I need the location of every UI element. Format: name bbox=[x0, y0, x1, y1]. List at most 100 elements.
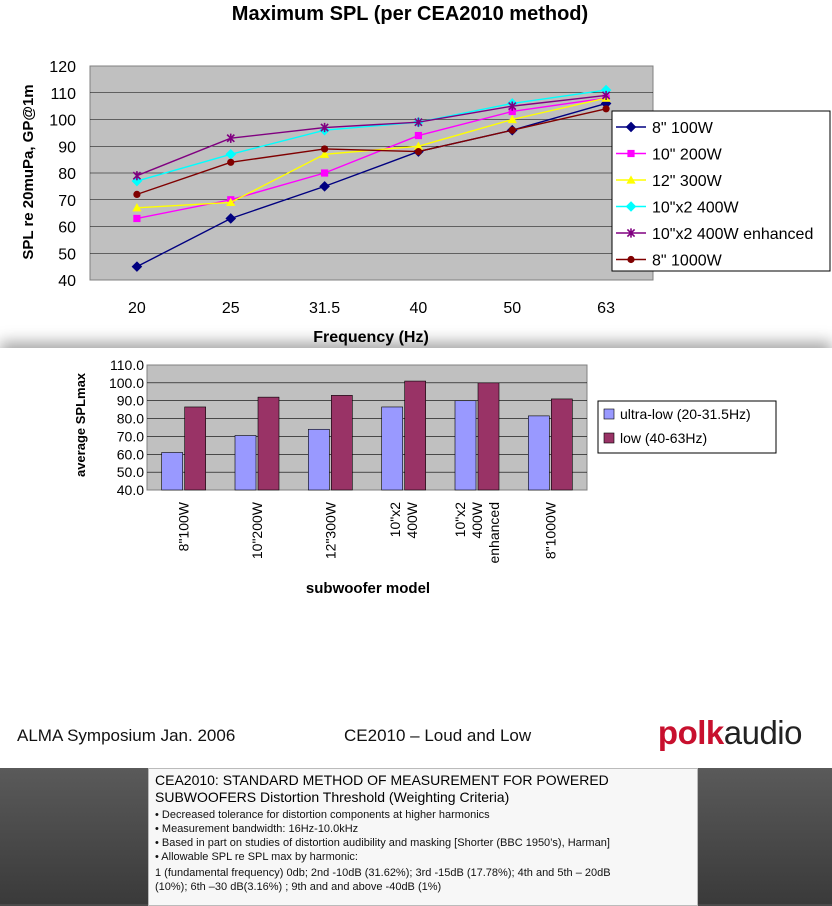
y-tick-labels: 40 50 60 70 80 90 100 110 120 bbox=[49, 59, 76, 290]
data-point bbox=[414, 117, 423, 127]
document-title-line1: CEA2010: STANDARD METHOD OF MEASUREMENT … bbox=[155, 772, 609, 788]
footer-symposium: ALMA Symposium Jan. 2006 bbox=[17, 726, 236, 745]
document-bullets: • Decreased tolerance for distortion com… bbox=[149, 808, 697, 894]
y-axis-label: SPL re 20muPa, GP@1m bbox=[20, 84, 37, 259]
y-tick-label: 80 bbox=[58, 166, 76, 183]
y-tick-label: 110 bbox=[50, 86, 76, 103]
legend-swatch bbox=[603, 432, 615, 444]
data-point bbox=[131, 261, 143, 272]
legend: 8" 100W 10" 200W 12" 300W 10"x2 400W 10"x2 4… bbox=[611, 110, 831, 272]
series-line bbox=[136, 89, 607, 182]
logo-audio: audio bbox=[723, 714, 803, 751]
bar bbox=[477, 382, 500, 491]
y-tick-label: 60.0 bbox=[117, 446, 144, 462]
data-point bbox=[320, 169, 329, 177]
data-point bbox=[414, 148, 423, 156]
y-tick-labels: 40.0 50.0 60.0 70.080.0 90.0 100.0 110.0 bbox=[109, 357, 144, 498]
average-spl-bar-chart: average SPLmax subwoofer model 40.0 50.0 6… bbox=[73, 357, 777, 597]
bar bbox=[551, 398, 573, 491]
data-point bbox=[226, 197, 236, 207]
legend-label: 8" 1000W bbox=[652, 253, 723, 270]
y-axis-label: average SPLmax bbox=[73, 372, 88, 477]
x-tick-labels: 8"100W 10"200W 12"300W 10"x2 400W 10"x2 400W en… bbox=[176, 501, 559, 563]
x-tick-label: 50 bbox=[503, 300, 521, 317]
y-tick-label: 80.0 bbox=[117, 411, 144, 427]
data-point bbox=[602, 105, 610, 113]
data-point bbox=[320, 145, 329, 153]
legend-box bbox=[597, 400, 777, 454]
y-tick-label: 70 bbox=[58, 193, 76, 210]
bar bbox=[184, 406, 206, 491]
data-point bbox=[320, 122, 329, 133]
data-point bbox=[133, 190, 141, 198]
bar bbox=[528, 415, 550, 491]
series-line bbox=[136, 102, 607, 268]
polkaudio-logo: polkaudio bbox=[657, 714, 803, 752]
x-tick-label: 10"x2 bbox=[387, 502, 403, 538]
data-point bbox=[414, 131, 423, 140]
data-point bbox=[508, 126, 516, 134]
gridlines bbox=[147, 382, 587, 473]
legend: ultra-low (20-31.5Hz) low (40-63Hz) bbox=[597, 400, 777, 454]
data-point bbox=[319, 181, 330, 192]
bars bbox=[161, 380, 573, 491]
data-point bbox=[507, 114, 517, 124]
legend-marker bbox=[625, 201, 637, 212]
y-tick-label: 40.0 bbox=[117, 482, 144, 498]
legend-label: 10"x2 400W enhanced bbox=[652, 226, 813, 243]
x-axis-label: Frequency (Hz) bbox=[313, 329, 429, 346]
x-tick-label: 8"100W bbox=[176, 501, 192, 551]
legend-label: 8" 100W bbox=[652, 120, 714, 137]
legend-marker bbox=[627, 149, 635, 158]
x-tick-label: 12"300W bbox=[322, 501, 338, 559]
bar bbox=[381, 406, 403, 491]
series-5 bbox=[133, 105, 610, 198]
y-tick-label: 90.0 bbox=[117, 393, 144, 409]
document-title-line2: SUBWOOFERS Distortion Threshold (Weighti… bbox=[155, 789, 510, 805]
bar bbox=[454, 400, 477, 491]
series-4 bbox=[132, 90, 611, 181]
data-point bbox=[227, 158, 235, 166]
x-tick-label: 400W bbox=[404, 501, 420, 538]
logo-polk: polk bbox=[657, 714, 724, 751]
data-point bbox=[133, 214, 141, 223]
x-tick-label: 20 bbox=[128, 300, 146, 317]
x-axis-label: subwoofer model bbox=[306, 580, 430, 597]
legend-label: ultra-low (20-31.5Hz) bbox=[620, 406, 751, 422]
bullet-item: • Allowable SPL re SPL max by harmonic: bbox=[155, 851, 358, 863]
x-tick-labels: 20 25 31.5 40 50 63 bbox=[128, 300, 615, 317]
data-point bbox=[225, 213, 237, 224]
legend-swatch bbox=[603, 408, 615, 420]
bullet-item: 1 (fundamental frequency) 0db; 2nd -10dB… bbox=[155, 867, 611, 879]
data-point bbox=[319, 149, 330, 158]
bar-chart-slide: average SPLmax subwoofer model 40.0 50.0 6… bbox=[0, 348, 832, 768]
x-tick-label: 31.5 bbox=[309, 300, 340, 317]
legend-marker bbox=[625, 121, 637, 133]
data-point bbox=[413, 141, 424, 150]
legend-label: 10" 200W bbox=[652, 147, 723, 164]
x-tick-label: 10"200W bbox=[249, 501, 265, 559]
document-title: CEA2010: STANDARD METHOD OF MEASUREMENT … bbox=[149, 769, 697, 808]
data-point bbox=[508, 107, 516, 116]
y-tick-label: 50.0 bbox=[117, 464, 144, 480]
legend-label: low (40-63Hz) bbox=[620, 430, 707, 446]
legend-label: 10"x2 400W bbox=[652, 200, 740, 217]
standard-description-card: CEA2010: STANDARD METHOD OF MEASUREMENT … bbox=[148, 768, 698, 906]
series-line bbox=[136, 94, 607, 177]
legend-label: 12" 300W bbox=[652, 173, 723, 190]
plot-area bbox=[146, 364, 588, 491]
bar bbox=[331, 395, 353, 491]
y-tick-label: 100.0 bbox=[109, 375, 144, 391]
y-tick-label: 100 bbox=[49, 113, 76, 130]
bar bbox=[161, 452, 183, 491]
bar bbox=[234, 435, 257, 491]
series-lines bbox=[131, 84, 612, 272]
data-point bbox=[226, 133, 235, 143]
legend-box bbox=[611, 110, 831, 272]
series-line bbox=[136, 108, 607, 196]
x-tick-label: 40 bbox=[410, 300, 428, 317]
max-spl-line-chart: Maximum SPL (per CEA2010 method) SPL re … bbox=[20, 3, 831, 346]
legend-marker bbox=[626, 175, 636, 184]
y-tick-label: 120 bbox=[49, 59, 76, 76]
chart-title: Maximum SPL (per CEA2010 method) bbox=[232, 3, 588, 25]
